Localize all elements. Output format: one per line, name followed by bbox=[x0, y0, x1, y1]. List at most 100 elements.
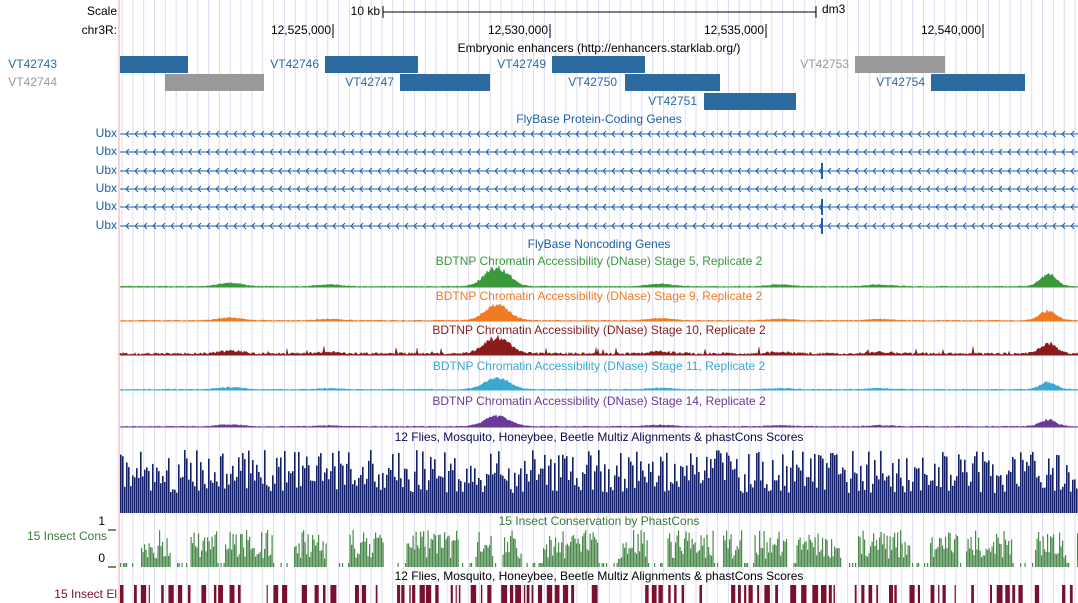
cons-bar bbox=[744, 563, 746, 567]
cons-bar bbox=[810, 539, 812, 567]
cons-bar bbox=[685, 531, 687, 567]
element-bar bbox=[681, 585, 685, 603]
multiz-bar bbox=[336, 489, 338, 513]
cons-bar bbox=[1053, 534, 1055, 567]
cons-bar bbox=[696, 552, 698, 567]
cons-bar bbox=[753, 563, 755, 567]
multiz-bar bbox=[242, 453, 244, 513]
multiz-bar bbox=[852, 450, 854, 513]
multiz-bar bbox=[128, 467, 130, 513]
cons-bar bbox=[985, 548, 987, 567]
cons-bar bbox=[382, 542, 384, 567]
multiz-bar bbox=[846, 482, 848, 513]
multiz-bar bbox=[858, 490, 860, 513]
cons-bar bbox=[582, 536, 584, 567]
cons-bar bbox=[397, 563, 399, 567]
multiz-bar bbox=[998, 476, 1000, 513]
multiz-bar bbox=[502, 475, 504, 513]
cons-bar bbox=[678, 530, 680, 567]
cons-bar bbox=[876, 540, 878, 567]
cons-bar bbox=[142, 552, 144, 567]
cons-bar bbox=[931, 537, 933, 567]
multiz-bar bbox=[1034, 460, 1036, 513]
gene-exon bbox=[821, 199, 823, 215]
multiz-bar bbox=[944, 456, 946, 513]
cons-bar bbox=[603, 563, 605, 567]
multiz-bar bbox=[196, 450, 198, 513]
cons-bar bbox=[717, 563, 719, 567]
cons-bar bbox=[807, 549, 809, 567]
cons-bar bbox=[483, 548, 485, 567]
cons-bar bbox=[901, 543, 903, 567]
cons-bar bbox=[903, 557, 905, 567]
cons-bar bbox=[723, 535, 725, 567]
cons-bar bbox=[264, 548, 266, 567]
cons-bar bbox=[697, 551, 699, 567]
cons-bar bbox=[418, 548, 420, 567]
multiz-bar bbox=[1006, 474, 1008, 513]
element-bar bbox=[1005, 585, 1010, 603]
dnase-signal bbox=[119, 334, 1078, 356]
cons-bar bbox=[211, 536, 213, 567]
gene-exon bbox=[821, 163, 823, 179]
cons-bar bbox=[186, 563, 188, 567]
cons-bar bbox=[987, 549, 989, 567]
track-title: BDTNP Chromatin Accessibility (DNase) St… bbox=[433, 359, 766, 373]
cons-bar bbox=[198, 533, 200, 567]
multiz-bar bbox=[1054, 490, 1056, 513]
multiz-bar bbox=[510, 489, 512, 513]
cons-bar bbox=[1036, 538, 1038, 567]
cons-bar bbox=[703, 537, 705, 567]
multiz-bar bbox=[640, 461, 642, 513]
multiz-bar bbox=[140, 451, 142, 513]
cons-bar bbox=[355, 557, 357, 567]
enhancer-label: VT42753 bbox=[800, 57, 849, 71]
cons-bar bbox=[168, 555, 170, 567]
cons-bar bbox=[243, 547, 245, 567]
multiz-bar bbox=[936, 486, 938, 513]
cons-bar bbox=[1062, 540, 1064, 567]
multiz-bar bbox=[1042, 487, 1044, 513]
multiz-bar bbox=[412, 492, 414, 513]
cons-bar bbox=[622, 543, 624, 567]
multiz-bar bbox=[940, 487, 942, 513]
multiz-bar bbox=[854, 472, 856, 513]
cons-bar bbox=[954, 539, 956, 567]
cons-bar bbox=[1050, 536, 1052, 567]
cons-bar bbox=[687, 540, 689, 567]
cons-bar bbox=[561, 542, 563, 567]
cons-bar bbox=[124, 563, 126, 567]
multiz-bar bbox=[692, 464, 694, 513]
gene-label: Ubx bbox=[96, 144, 117, 158]
multiz-bar bbox=[626, 488, 628, 513]
cons-bar bbox=[822, 537, 824, 567]
cons-bar bbox=[247, 540, 249, 567]
multiz-bar bbox=[644, 476, 646, 513]
multiz-bar bbox=[744, 474, 746, 513]
multiz-bar bbox=[376, 487, 378, 513]
cons-bar bbox=[1060, 546, 1062, 567]
multiz-bar bbox=[898, 458, 900, 513]
cons-bar bbox=[324, 558, 326, 567]
multiz-bar bbox=[678, 486, 680, 513]
multiz-bar bbox=[520, 468, 522, 513]
multiz-bar bbox=[526, 473, 528, 513]
cons-bar bbox=[226, 549, 228, 567]
multiz-bar bbox=[856, 473, 858, 513]
cons-bar bbox=[246, 530, 248, 567]
multiz-bar bbox=[530, 470, 532, 513]
cons-bar bbox=[889, 536, 891, 567]
element-bar bbox=[942, 585, 946, 603]
cons-bar bbox=[154, 557, 156, 567]
cons-bar bbox=[223, 563, 225, 567]
multiz-bar bbox=[1062, 486, 1064, 513]
cons-bar bbox=[367, 556, 369, 567]
multiz-bar bbox=[486, 473, 488, 513]
multiz-bar bbox=[294, 452, 296, 513]
cons-bar bbox=[280, 563, 282, 567]
cons-bar bbox=[999, 543, 1001, 567]
element-bar bbox=[990, 585, 993, 603]
multiz-bar bbox=[888, 475, 890, 513]
cons-bar bbox=[633, 530, 635, 567]
element-bar bbox=[187, 585, 191, 603]
